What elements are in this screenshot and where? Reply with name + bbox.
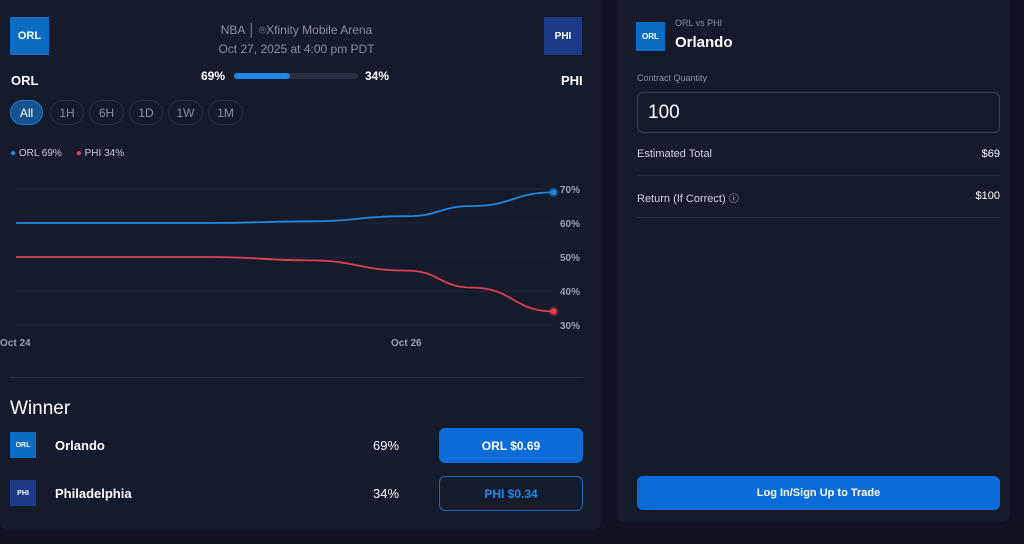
range-all[interactable]: All	[10, 100, 43, 125]
winner-title: Winner	[10, 398, 71, 419]
range-1m[interactable]: 1M	[208, 100, 243, 125]
phi-row-name: Philadelphia	[55, 486, 132, 501]
series-line-orl	[15, 191, 554, 224]
orl-dot-icon: ●	[10, 148, 17, 159]
location-pin-icon: ⌾	[258, 23, 267, 37]
trade-team: Orlando	[675, 34, 733, 51]
away-pct: 34%	[365, 69, 390, 83]
return-label: Return (If Correct) ⓘ	[637, 193, 739, 205]
event-meta: NBA │ ⌾Xfinity Mobile Arena	[220, 23, 373, 37]
away-abbr: PHI	[561, 73, 583, 88]
odds-bar-fill	[234, 73, 291, 79]
x-tick-label: Oct 26	[391, 338, 422, 349]
endpoint-marker-phi	[550, 308, 557, 315]
quantity-input[interactable]: 100	[637, 92, 1000, 133]
legend-orl: ● ORL 69%	[10, 148, 62, 159]
y-tick-label: 50%	[560, 253, 580, 264]
legend-phi: ● PHI 34%	[75, 148, 125, 159]
buy-orl-button[interactable]: ORL $0.69	[439, 428, 583, 463]
divider	[10, 377, 583, 378]
series-line-phi	[15, 256, 554, 313]
phi-row-pct: 34%	[373, 486, 400, 501]
venue: Xfinity Mobile Arena	[266, 23, 373, 37]
home-abbr: ORL	[11, 73, 39, 88]
phi-dot-icon: ●	[75, 148, 82, 159]
chart-legend: ● ORL 69% ● PHI 34%	[10, 148, 124, 159]
y-tick-label: 30%	[560, 321, 580, 332]
league: NBA	[220, 23, 245, 37]
y-tick-label: 40%	[560, 287, 580, 298]
phi-row-logo: PHI	[10, 480, 36, 506]
range-1d[interactable]: 1D	[129, 100, 163, 125]
endpoint-marker-orl	[550, 189, 557, 196]
login-trade-button[interactable]: Log In/Sign Up to Trade	[637, 476, 1000, 510]
range-6h[interactable]: 6H	[89, 100, 124, 125]
event-datetime: Oct 27, 2025 at 4:00 pm PDT	[218, 42, 375, 56]
y-tick-label: 60%	[560, 219, 580, 230]
phi-logo: PHI	[544, 17, 582, 55]
est-label: Estimated Total	[637, 148, 713, 160]
return-value: $100	[975, 190, 1000, 202]
orl-logo: ORL	[10, 17, 49, 55]
odds-bar	[234, 73, 358, 79]
matchup: ORL vs PHI	[675, 18, 723, 28]
range-1h[interactable]: 1H	[50, 100, 84, 125]
y-tick-label: 70%	[560, 185, 580, 196]
divider	[637, 175, 1000, 176]
info-icon[interactable]: ⓘ	[728, 194, 739, 205]
trade-panel: ORL ORL vs PHI Orlando Contract Quantity…	[617, 0, 1010, 522]
orl-row-logo: ORL	[10, 432, 36, 458]
est-value: $69	[981, 148, 1000, 160]
trade-team-logo: ORL	[636, 22, 665, 51]
price-chart: 70% 60% 50% 40% 30% Oct 24 Oct 26	[0, 185, 580, 349]
market-panel: ORL PHI ORL PHI NBA │ ⌾Xfinity Mobile Ar…	[0, 0, 601, 530]
orl-row-pct: 69%	[373, 438, 400, 453]
orl-row-name: Orlando	[55, 438, 105, 453]
qty-label: Contract Quantity	[637, 73, 708, 83]
range-1w[interactable]: 1W	[168, 100, 203, 125]
divider	[637, 217, 1000, 218]
x-tick-label: Oct 24	[0, 338, 31, 349]
buy-phi-button[interactable]: PHI $0.34	[439, 476, 583, 511]
home-pct: 69%	[201, 69, 226, 83]
